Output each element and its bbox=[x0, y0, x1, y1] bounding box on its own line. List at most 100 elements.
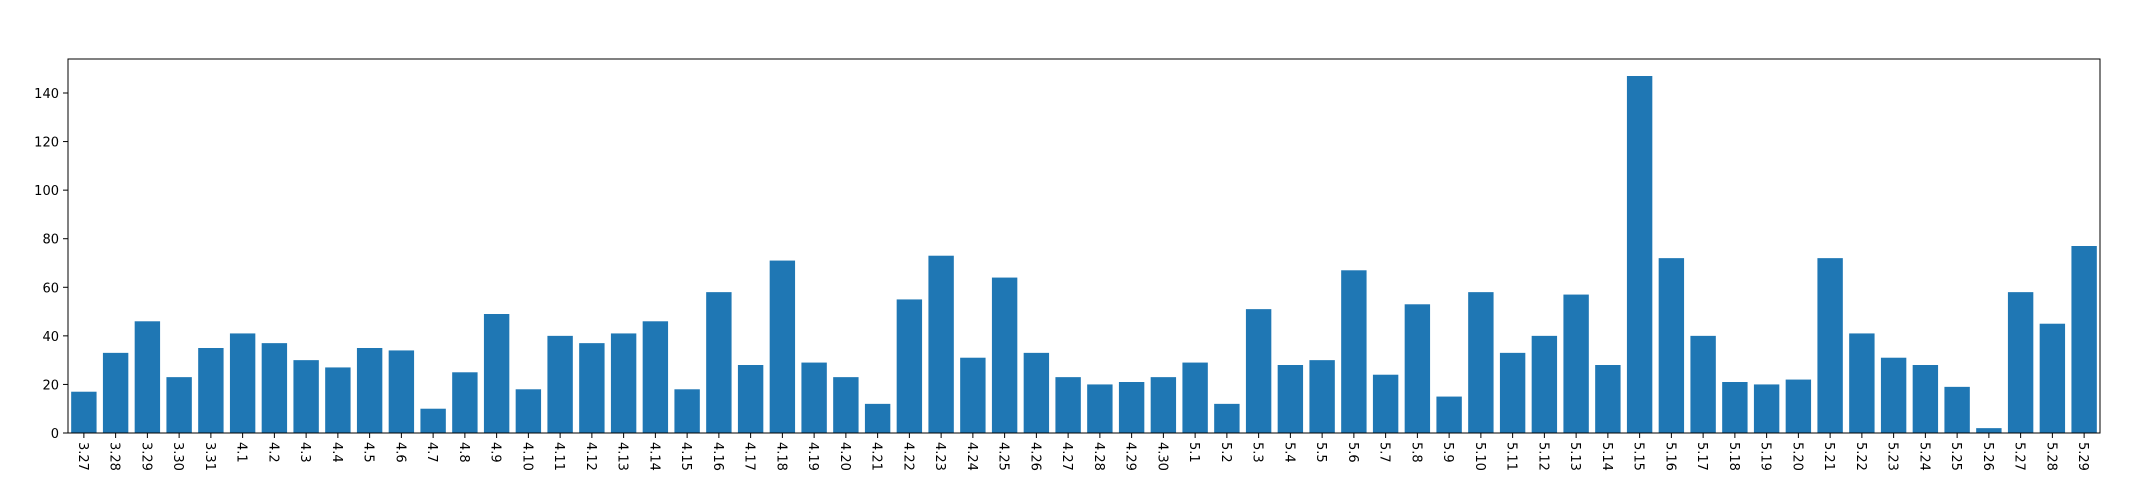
bars-group bbox=[71, 76, 2097, 433]
bar-5.25 bbox=[1944, 386, 1970, 433]
y-tick-label: 80 bbox=[42, 233, 59, 248]
x-tick-label: 4.20 bbox=[837, 442, 852, 471]
bar-5.17 bbox=[1690, 335, 1716, 433]
bar-3.31 bbox=[198, 348, 224, 433]
bar-5.18 bbox=[1722, 382, 1748, 433]
bar-4.28 bbox=[1087, 384, 1113, 433]
x-tick-label: 4.11 bbox=[551, 442, 566, 471]
y-tick-label: 40 bbox=[42, 330, 59, 345]
bar-4.27 bbox=[1055, 377, 1081, 433]
x-tick-label: 4.3 bbox=[297, 442, 312, 463]
x-tick-label: 4.6 bbox=[392, 442, 407, 463]
x-tick-label: 5.20 bbox=[1789, 442, 1804, 471]
x-tick-label: 5.17 bbox=[1694, 442, 1709, 471]
x-tick-label: 5.13 bbox=[1567, 442, 1582, 471]
bar-4.5 bbox=[356, 348, 383, 433]
bar-4.9 bbox=[483, 314, 510, 433]
bar-4.18 bbox=[769, 260, 796, 433]
bar-4.7 bbox=[420, 408, 446, 433]
x-tick-label: 4.14 bbox=[646, 442, 661, 471]
x-tick-label: 4.24 bbox=[964, 442, 979, 471]
x-tick-label: 4.15 bbox=[678, 442, 693, 471]
x-tick-label: 5.14 bbox=[1599, 442, 1614, 471]
bar-4.15 bbox=[674, 389, 700, 433]
bar-5.20 bbox=[1785, 379, 1812, 433]
bar-5.8 bbox=[1404, 304, 1431, 433]
bar-5.4 bbox=[1277, 365, 1304, 433]
y-tick-label: 120 bbox=[34, 136, 59, 151]
x-tick-label: 5.22 bbox=[1853, 442, 1868, 471]
y-tick-label: 20 bbox=[42, 378, 59, 393]
x-tick-label: 5.15 bbox=[1631, 442, 1646, 471]
x-tick-label: 3.31 bbox=[202, 442, 217, 471]
bar-5.15 bbox=[1626, 76, 1653, 433]
bar-5.6 bbox=[1341, 270, 1367, 433]
x-tick-label: 4.7 bbox=[424, 442, 439, 463]
x-tick-label: 4.28 bbox=[1091, 442, 1106, 471]
x-tick-label: 5.4 bbox=[1281, 442, 1296, 463]
x-tick-label: 4.9 bbox=[488, 442, 503, 463]
x-axis: 3.27 3.28 3.29 3.30 3.31 4.1 4.2 4.3 4.4 4.5 4.6 4.… bbox=[75, 433, 2090, 471]
bar-5.22 bbox=[1849, 333, 1875, 433]
x-tick-label: 4.26 bbox=[1027, 442, 1042, 471]
bar-4.17 bbox=[737, 365, 764, 433]
x-tick-label: 4.17 bbox=[742, 442, 757, 471]
bar-4.14 bbox=[642, 321, 669, 433]
bar-5.23 bbox=[1880, 357, 1907, 433]
x-tick-label: 5.24 bbox=[1916, 442, 1931, 471]
bar-5.10 bbox=[1468, 292, 1494, 433]
x-tick-label: 4.10 bbox=[519, 442, 534, 471]
x-tick-label: 3.30 bbox=[170, 442, 185, 471]
bar-4.4 bbox=[325, 367, 351, 433]
x-tick-label: 5.10 bbox=[1472, 442, 1487, 471]
x-tick-label: 4.13 bbox=[615, 442, 630, 471]
x-tick-label: 5.18 bbox=[1726, 442, 1741, 471]
y-tick-label: 0 bbox=[51, 427, 59, 442]
x-tick-label: 5.23 bbox=[1885, 442, 1900, 471]
x-tick-label: 3.28 bbox=[107, 442, 122, 471]
x-tick-label: 5.5 bbox=[1313, 442, 1328, 463]
x-tick-label: 4.5 bbox=[361, 442, 376, 463]
x-tick-label: 5.12 bbox=[1535, 442, 1550, 471]
x-tick-label: 5.6 bbox=[1345, 442, 1360, 463]
bar-5.26 bbox=[1976, 428, 2002, 433]
x-tick-label: 4.19 bbox=[805, 442, 820, 471]
bar-3.29 bbox=[134, 321, 161, 433]
x-tick-label: 5.27 bbox=[2012, 442, 2027, 471]
bar-4.3 bbox=[293, 360, 319, 433]
bar-4.25 bbox=[991, 277, 1018, 433]
x-tick-label: 3.29 bbox=[138, 442, 153, 471]
bar-5.16 bbox=[1658, 258, 1685, 433]
x-tick-label: 5.3 bbox=[1250, 442, 1265, 463]
x-tick-label: 5.16 bbox=[1662, 442, 1677, 471]
bar-4.1 bbox=[229, 333, 256, 433]
x-tick-label: 4.29 bbox=[1123, 442, 1138, 471]
bar-4.11 bbox=[547, 335, 573, 433]
bar-4.6 bbox=[388, 350, 415, 433]
x-tick-label: 5.7 bbox=[1377, 442, 1392, 463]
bar-4.19 bbox=[801, 362, 827, 433]
bar-3.28 bbox=[102, 352, 129, 433]
bar-4.2 bbox=[261, 343, 288, 433]
bar-5.12 bbox=[1531, 335, 1558, 433]
x-tick-label: 5.26 bbox=[1980, 442, 1995, 471]
bar-4.29 bbox=[1118, 382, 1145, 433]
x-tick-label: 4.18 bbox=[773, 442, 788, 471]
bar-5.14 bbox=[1595, 365, 1621, 433]
bar-5.1 bbox=[1182, 362, 1208, 433]
bar-4.26 bbox=[1023, 352, 1050, 433]
bar-4.23 bbox=[928, 255, 954, 433]
bar-5.13 bbox=[1563, 294, 1589, 433]
bar-3.30 bbox=[166, 377, 192, 433]
bar-4.24 bbox=[960, 357, 986, 433]
x-tick-label: 4.2 bbox=[265, 442, 280, 463]
bar-4.21 bbox=[864, 403, 891, 433]
bar-5.29 bbox=[2071, 246, 2097, 433]
x-tick-label: 4.25 bbox=[996, 442, 1011, 471]
plot-frame bbox=[67, 58, 2101, 434]
x-tick-label: 3.27 bbox=[75, 442, 90, 471]
bar-5.9 bbox=[1436, 396, 1462, 433]
x-tick-label: 4.23 bbox=[932, 442, 947, 471]
x-tick-label: 4.21 bbox=[869, 442, 884, 471]
